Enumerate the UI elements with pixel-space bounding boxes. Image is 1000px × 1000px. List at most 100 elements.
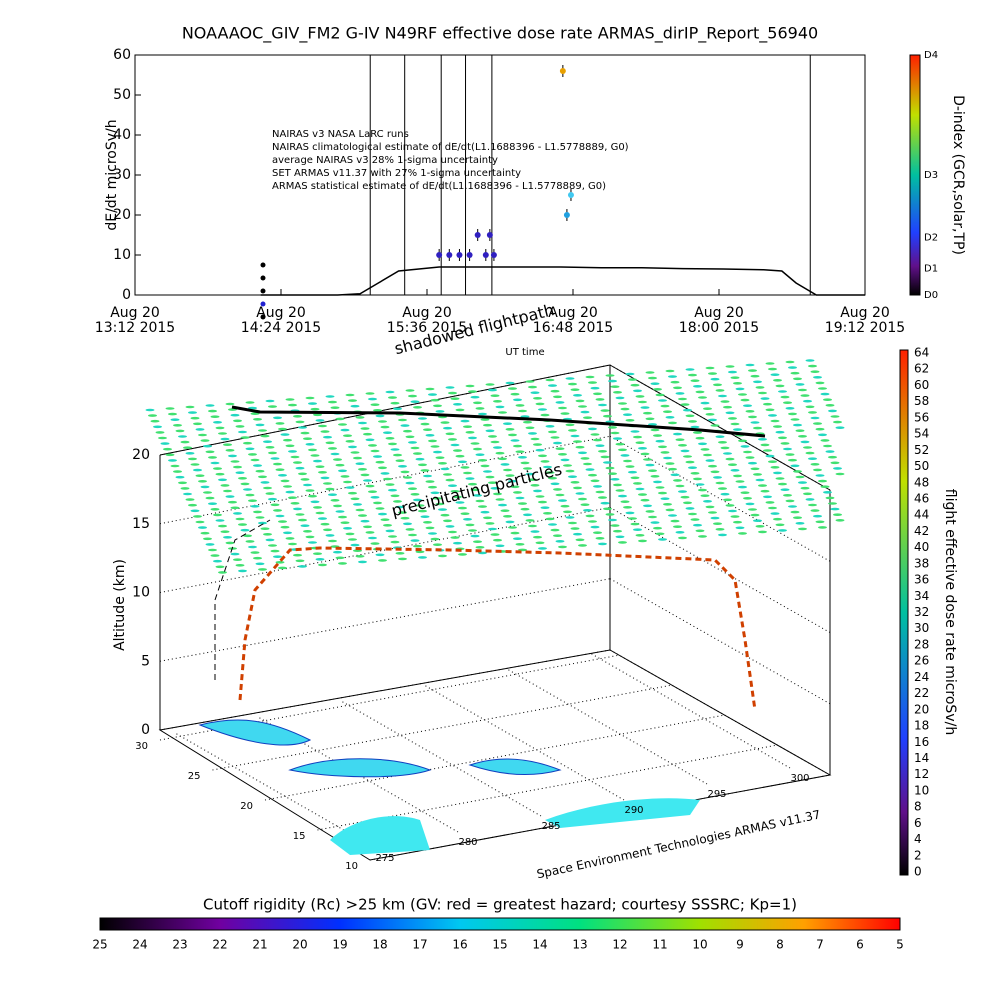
- particle: [260, 434, 270, 438]
- particle: [170, 418, 180, 422]
- particle: [300, 524, 310, 527]
- particle: [643, 504, 652, 508]
- particle: [690, 472, 700, 475]
- particle: [565, 423, 575, 427]
- particle: [663, 456, 672, 460]
- particle: [375, 507, 385, 510]
- particle: [745, 502, 755, 506]
- lat-grid: [264, 714, 726, 801]
- particle: [475, 453, 485, 457]
- particle: [653, 480, 662, 484]
- legend-symbol: [260, 262, 266, 268]
- particle: [165, 453, 175, 457]
- particle: [555, 447, 565, 451]
- particle: [408, 394, 417, 398]
- chart-title: NOAAAOC_GIV_FM2 G-IV N49RF effective dos…: [182, 24, 818, 44]
- particle: [600, 501, 610, 505]
- particle: [530, 484, 540, 487]
- particle: [488, 481, 497, 485]
- z-grid: [159, 364, 611, 456]
- particle: [655, 393, 665, 397]
- dindex-tick-label: D0: [924, 290, 938, 301]
- y-tick-label: 0: [122, 287, 131, 303]
- particle: [258, 429, 267, 432]
- particle: [343, 434, 352, 438]
- rigidity-tick-label: 16: [452, 938, 467, 952]
- particle: [470, 488, 480, 492]
- particle: [385, 437, 395, 440]
- particle: [253, 464, 262, 467]
- particle: [305, 489, 315, 492]
- particle: [763, 402, 772, 406]
- particle: [718, 487, 727, 490]
- particle: [675, 392, 685, 395]
- particle: [380, 425, 390, 429]
- particle: [723, 405, 732, 409]
- particle: [798, 481, 807, 484]
- particle: [305, 396, 315, 400]
- particle: [453, 495, 462, 499]
- particle: [678, 444, 687, 447]
- particle: [813, 468, 822, 472]
- lat-tick-label: 30: [135, 741, 148, 752]
- particle: [255, 562, 265, 566]
- particle: [155, 431, 165, 434]
- particle: [820, 439, 830, 442]
- particle: [440, 513, 450, 517]
- particle: [260, 527, 270, 530]
- particle: [180, 487, 190, 490]
- particle: [508, 526, 517, 529]
- particle: [418, 417, 427, 420]
- particle: [648, 515, 657, 519]
- particle: [793, 377, 802, 381]
- lat-tick-label: 25: [188, 771, 201, 782]
- particle: [730, 376, 740, 380]
- particle: [328, 539, 337, 543]
- legend-entry: NAIRAS v3 NASA LaRC runs: [272, 129, 409, 140]
- particle: [563, 510, 572, 514]
- particle: [218, 524, 227, 528]
- particle: [440, 467, 450, 471]
- particle: [285, 490, 295, 494]
- particle: [255, 469, 265, 473]
- particle: [200, 531, 210, 535]
- particle: [695, 529, 705, 533]
- particle: [615, 535, 625, 539]
- particle: [605, 466, 615, 470]
- rigidity-tick-label: 20: [292, 938, 307, 952]
- particle: [693, 431, 702, 434]
- particle: [403, 429, 412, 433]
- particle: [375, 414, 385, 418]
- particle: [340, 475, 350, 478]
- particle: [478, 412, 487, 416]
- particle: [748, 369, 757, 372]
- particle: [570, 434, 580, 438]
- particle: [378, 512, 387, 516]
- dose-tick-label: 36: [914, 573, 929, 587]
- y-tick-label: 50: [113, 87, 131, 103]
- particle: [445, 525, 455, 528]
- particle: [808, 411, 817, 414]
- particle: [810, 463, 820, 466]
- particle: [240, 482, 250, 486]
- particle: [768, 460, 777, 464]
- particle: [443, 519, 452, 523]
- particle: [818, 479, 827, 483]
- particle: [628, 517, 637, 520]
- particle: [665, 508, 675, 512]
- particle: [520, 461, 530, 465]
- particle: [393, 500, 402, 503]
- particle: [795, 522, 805, 525]
- particle: [430, 445, 440, 448]
- particle: [680, 449, 690, 453]
- particle: [560, 458, 570, 462]
- particle: [693, 477, 702, 481]
- particle: [288, 403, 297, 407]
- particle: [220, 437, 230, 441]
- particle: [480, 510, 490, 514]
- particle: [710, 470, 720, 474]
- particle: [210, 508, 220, 511]
- dose-tick-label: 34: [914, 589, 929, 603]
- particle: [228, 500, 237, 504]
- particle: [575, 492, 585, 495]
